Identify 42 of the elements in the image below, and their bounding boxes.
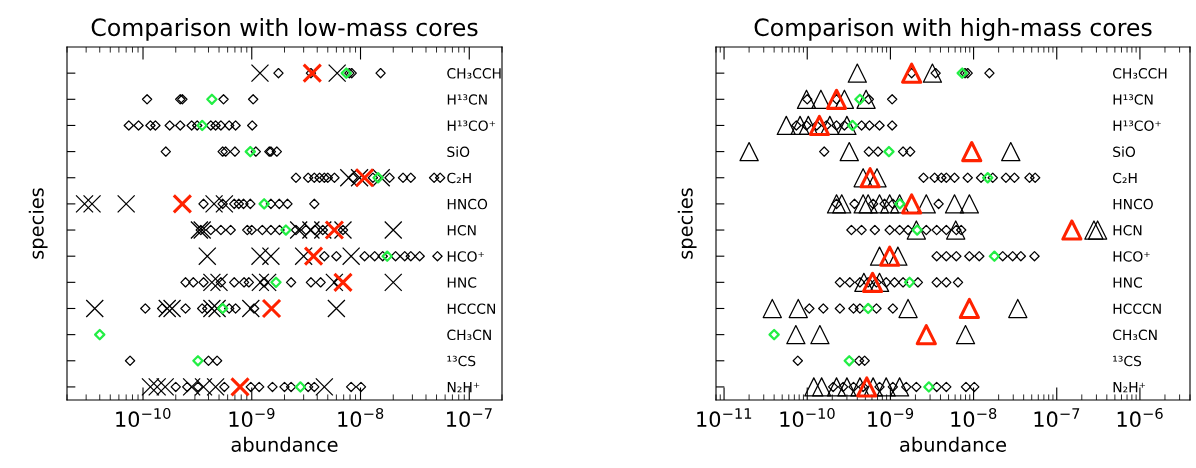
y-tick-label: H¹³CO⁺ <box>447 120 496 131</box>
x-tick-label: 10$^{−10}$ <box>780 407 835 428</box>
y-tick-label: H¹³CO⁺ <box>1113 120 1161 131</box>
y-tick-label: HCCCN <box>447 303 496 314</box>
y-tick-label: HNCO <box>1113 198 1153 210</box>
y-tick-label: HNCO <box>447 198 488 210</box>
x-tick-label: 10$^{−11}$ <box>697 408 752 428</box>
y-tick-label: H¹³CN <box>1113 94 1153 105</box>
y-tick-label: C₂H <box>1113 172 1137 184</box>
x-axis-title: abundance <box>231 436 338 452</box>
x-tick-label: 10$^{−9}$ <box>229 407 275 428</box>
y-axis-title: species <box>677 188 697 259</box>
y-tick-label: HCN <box>1113 225 1142 236</box>
y-tick-label: N₂H⁺ <box>1113 382 1146 393</box>
x-tick-label: 10$^{−7}$ <box>1034 408 1080 428</box>
y-tick-label: CH₃CN <box>447 329 491 341</box>
y-tick-label: ¹³CS <box>447 355 476 367</box>
x-tick-label: 10$^{−6}$ <box>1117 407 1163 428</box>
x-tick-label: 10$^{−8}$ <box>338 407 384 428</box>
chart-title: Comparison with low-mass cores <box>91 17 478 41</box>
y-tick-label: H¹³CN <box>447 94 487 105</box>
y-tick-label: C₂H <box>447 172 471 184</box>
y-tick-label: CH₃CN <box>1113 329 1157 341</box>
y-tick-label: CH₃CCH <box>1113 68 1167 79</box>
y-tick-label: HCN <box>447 225 476 236</box>
y-tick-label: HNC <box>447 277 477 288</box>
y-tick-label: N₂H⁺ <box>447 382 480 393</box>
y-tick-label: SiO <box>447 146 470 158</box>
y-tick-label: HNC <box>1113 277 1142 288</box>
y-tick-label: HCO⁺ <box>1113 251 1150 262</box>
y-tick-label: HCCCN <box>1113 303 1161 314</box>
x-tick-label: 10$^{−10}$ <box>116 407 171 428</box>
y-tick-label: CH₃CCH <box>447 68 501 79</box>
x-tick-label: 10$^{−8}$ <box>951 407 997 428</box>
y-axis-title: species <box>28 188 48 259</box>
x-tick-label: 10$^{−9}$ <box>868 407 914 428</box>
y-tick-label: SiO <box>1113 146 1136 158</box>
x-tick-label: 10$^{−7}$ <box>447 408 492 428</box>
y-tick-label: HCO⁺ <box>447 251 484 262</box>
chart-title: Comparison with high-mass cores <box>754 17 1152 41</box>
y-tick-label: ¹³CS <box>1113 355 1142 367</box>
x-axis-title: abundance <box>900 436 1007 452</box>
